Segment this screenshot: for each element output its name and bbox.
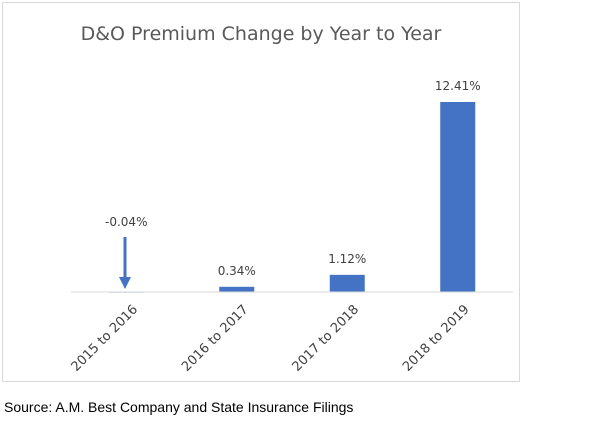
bar-2017-to-2018 xyxy=(329,274,365,292)
data-label: 1.12% xyxy=(328,252,366,266)
bar-chart: D&O Premium Change by Year to Year -0.04… xyxy=(69,23,513,375)
chart-title: D&O Premium Change by Year to Year xyxy=(81,23,442,45)
bar-2018-to-2019 xyxy=(440,102,476,292)
data-label: -0.04% xyxy=(105,215,147,229)
chart-frame: D&O Premium Change by Year to Year -0.04… xyxy=(2,2,520,382)
x-tick-label: 2017 to 2018 xyxy=(290,302,362,374)
source-note: Source: A.M. Best Company and State Insu… xyxy=(4,399,354,415)
x-tick-label: 2016 to 2017 xyxy=(179,302,251,374)
data-label: 12.41% xyxy=(435,79,481,93)
x-tick-label: 2018 to 2019 xyxy=(400,302,472,374)
bar-2016-to-2017 xyxy=(219,286,255,292)
x-tick-label: 2015 to 2016 xyxy=(69,302,141,374)
arrow-annotation xyxy=(119,237,131,289)
arrow-head-icon xyxy=(119,277,131,289)
data-label: 0.34% xyxy=(218,264,256,278)
